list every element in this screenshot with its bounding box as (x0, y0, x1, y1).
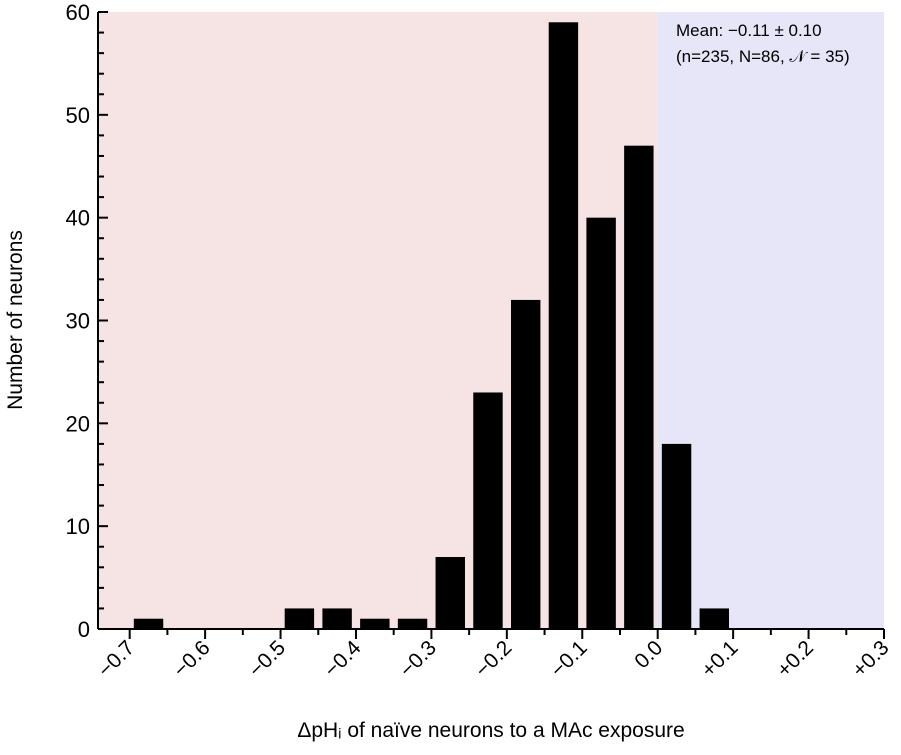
x-tick-label: −0.2 (471, 636, 517, 682)
positive-region (657, 12, 884, 629)
y-tick-label: 30 (66, 309, 90, 334)
histogram-bar (133, 618, 164, 629)
histogram-bar (473, 392, 503, 629)
histogram-bar (699, 608, 729, 629)
annotation-mean: Mean: −0.11 ± 0.10 (676, 21, 822, 40)
y-axis-label: Number of neurons (4, 230, 27, 410)
histogram-bar (548, 22, 579, 630)
x-tick-label: +0.3 (848, 636, 894, 682)
x-tick-label: −0.7 (94, 636, 140, 682)
x-tick-label: +0.2 (773, 636, 819, 682)
annotation-counts: (n=235, N=86, 𝒩 = 35) (676, 47, 850, 66)
histogram-bar (397, 618, 428, 629)
x-tick-label: −0.4 (320, 636, 366, 682)
axes (97, 11, 885, 639)
histogram-bar (284, 608, 315, 629)
y-tick-label: 10 (66, 514, 90, 539)
x-tick-label: −0.3 (395, 636, 441, 682)
histogram-bar (360, 618, 390, 629)
y-tick-label: 0 (78, 617, 90, 642)
histogram-bar (510, 299, 541, 629)
x-axis-label: ΔpHᵢ of naïve neurons to a MAc exposure (297, 719, 684, 742)
y-tick-label: 50 (66, 103, 90, 128)
bars (133, 22, 729, 630)
x-tick-label: −0.6 (169, 636, 215, 682)
x-tick-label: +0.1 (697, 636, 743, 682)
x-tick-labels: −0.7 −0.6 −0.5 −0.4 −0.3 −0.2 −0.1 0.0 +0.1 +0.2 +… (94, 636, 894, 682)
histogram-bar (435, 557, 465, 629)
y-tick-label: 20 (66, 411, 90, 436)
histogram-bar (322, 608, 352, 629)
y-tick-label: 40 (66, 206, 90, 231)
x-tick-label: −0.1 (546, 636, 592, 682)
histogram-bar (661, 443, 692, 629)
y-tick-label: 60 (66, 0, 90, 25)
x-tick-label: −0.5 (244, 636, 290, 682)
y-tick-labels: 0 10 20 30 40 50 60 (66, 0, 90, 642)
x-tick-label: 0.0 (630, 636, 667, 673)
histogram-bar (586, 217, 616, 629)
histogram-bar (624, 145, 654, 629)
